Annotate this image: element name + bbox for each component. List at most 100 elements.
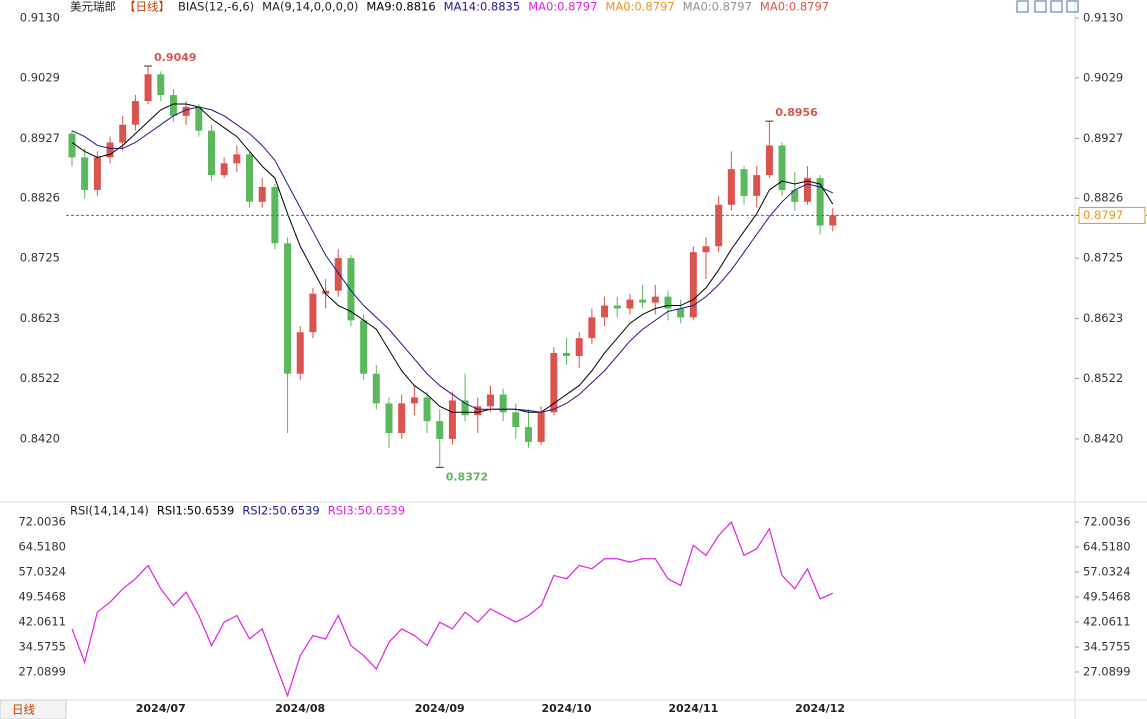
icon[interactable] [1016, 0, 1029, 13]
y-tick-label-left: 0.8420 [20, 431, 60, 445]
candle-body [347, 258, 355, 321]
legend-label: RSI(14,14,14) [70, 504, 149, 518]
extreme-label: 0.8956 [775, 106, 818, 119]
candle-body [322, 290, 330, 294]
x-tick-label: 2024/10 [542, 702, 592, 715]
candle-body [258, 186, 266, 202]
legend-label: 美元瑞郎 [70, 0, 116, 14]
candle-body [601, 305, 609, 318]
y-tick-label-left: 72.0036 [18, 515, 66, 529]
candle-body [803, 178, 811, 202]
icon[interactable] [1050, 0, 1063, 13]
candle-body [334, 258, 342, 291]
y-tick-label-left: 0.8725 [20, 251, 60, 265]
candle-body [740, 169, 748, 196]
period-button[interactable] [0, 699, 67, 719]
x-tick-label: 2024/11 [668, 702, 718, 715]
ma-line [71, 103, 834, 413]
period-button-label[interactable]: 日线 [12, 703, 35, 717]
candle-body [753, 175, 761, 196]
candle-body [575, 338, 583, 356]
legend-label: MA14:0.8835 [444, 0, 521, 14]
candle-body [829, 215, 837, 226]
candle-body [68, 133, 76, 158]
candle-body [423, 397, 431, 422]
rsi-line [71, 520, 834, 698]
candle-body [613, 305, 621, 309]
candle-body [677, 308, 685, 318]
y-tick-label: 0.8725 [1083, 251, 1123, 265]
candle-body [81, 157, 89, 190]
candle-body [651, 296, 659, 303]
candle-body [486, 394, 494, 407]
legend-label: BIAS(12,-6,6) [178, 0, 254, 14]
y-tick-label-left: 0.8522 [20, 371, 60, 385]
y-tick-label-left: 0.9029 [20, 70, 60, 84]
candle-body [537, 412, 545, 442]
legend-label: MA0:0.8797 [528, 0, 597, 14]
candle-body [207, 130, 215, 176]
y-tick-label: 72.0036 [1083, 515, 1131, 529]
candle-body [157, 74, 165, 96]
legend-label: MA0:0.8797 [683, 0, 752, 14]
candle-body [398, 403, 406, 434]
candle-body [169, 95, 177, 116]
y-tick-label: 0.8522 [1083, 371, 1123, 385]
candle-body [765, 145, 773, 176]
y-tick-label-left: 0.8623 [20, 311, 60, 325]
extreme-label: 0.9049 [154, 51, 196, 64]
candle-body [791, 189, 799, 202]
y-tick-label-left: 0.8927 [20, 131, 60, 145]
y-tick-label-left: 42.0611 [18, 614, 66, 628]
candle-body [233, 154, 241, 164]
y-tick-label: 57.0324 [1083, 565, 1131, 579]
legend-label: RSI1:50.6539 [157, 504, 234, 518]
y-tick-label-left: 64.5180 [18, 540, 66, 554]
legend-label: MA9:0.8816 [366, 0, 435, 14]
y-tick-label: 0.8420 [1083, 431, 1123, 445]
candle-body [246, 154, 254, 202]
y-tick-label-left: 34.5755 [18, 639, 66, 653]
y-tick-label-left: 0.9130 [20, 11, 60, 25]
candle-body [550, 352, 558, 413]
candle-body [296, 332, 304, 374]
y-tick-label: 0.9130 [1083, 11, 1123, 25]
legend-label: 【日线】 [124, 0, 170, 14]
current-price-box [1078, 206, 1146, 224]
candle-body [512, 412, 520, 428]
candle-body [182, 106, 190, 116]
candle-body [474, 406, 482, 416]
legend-label: RSI3:50.6539 [328, 504, 405, 518]
candle-body [461, 400, 469, 416]
extreme-label: 0.8372 [446, 470, 488, 483]
candle-body [106, 142, 114, 158]
x-tick-label: 2024/07 [136, 702, 186, 715]
candle-body [372, 373, 380, 404]
candle-body [816, 178, 824, 226]
y-tick-label: 27.0899 [1083, 664, 1131, 678]
candle-body [626, 299, 634, 309]
candle-body [195, 106, 203, 131]
candle-body [385, 403, 393, 434]
candle-body [410, 397, 418, 404]
candle-body [524, 427, 532, 442]
icon[interactable] [1034, 0, 1047, 13]
y-tick-label: 0.9029 [1083, 70, 1123, 84]
y-tick-label: 34.5755 [1083, 639, 1131, 653]
icon[interactable] [1066, 0, 1079, 13]
candle-body [563, 352, 571, 356]
candle-body [271, 186, 279, 244]
candle-body [93, 157, 101, 190]
y-tick-label-left: 0.8826 [20, 191, 60, 205]
legend-label: RSI2:50.6539 [242, 504, 319, 518]
toolbar-icons[interactable] [1016, 0, 1079, 13]
candle-body [639, 299, 647, 303]
legend-label: MA0:0.8797 [605, 0, 674, 14]
candle-body [119, 124, 127, 143]
x-tick-label: 2024/09 [415, 702, 465, 715]
y-tick-label: 0.8623 [1083, 311, 1123, 325]
candle-body [220, 163, 228, 176]
candle-body [664, 296, 672, 309]
y-tick-label: 64.5180 [1083, 540, 1131, 554]
